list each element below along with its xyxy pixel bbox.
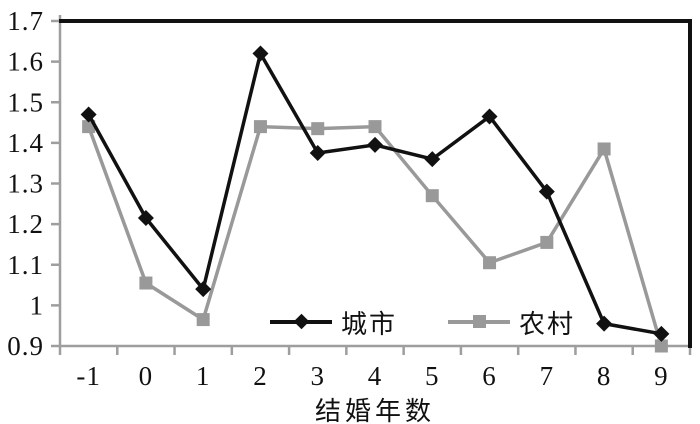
series-city-marker <box>481 108 498 125</box>
y-axis-tick-label: 1.4 <box>7 128 44 158</box>
series-rural-marker <box>311 122 325 136</box>
x-axis-tick-label: 8 <box>597 361 612 391</box>
series-city-marker <box>195 281 212 298</box>
series-city-marker <box>309 145 326 162</box>
series-city-marker <box>424 151 441 168</box>
y-axis-tick-label: 1.1 <box>7 250 44 280</box>
series-rural-marker <box>139 276 153 290</box>
y-axis-tick-label: 1.5 <box>7 87 44 117</box>
series-city-marker <box>653 325 670 342</box>
series-rural-marker <box>368 120 382 134</box>
series-rural-marker <box>597 142 611 156</box>
series-rural-marker <box>540 235 554 249</box>
x-axis-tick-label: 0 <box>139 361 154 391</box>
x-axis-tick-label: 1 <box>196 361 211 391</box>
series-rural-marker <box>654 339 668 353</box>
series-city-marker <box>596 315 613 332</box>
series-rural-marker <box>253 120 267 134</box>
series-city-marker <box>538 183 555 200</box>
series-city-marker <box>80 106 97 123</box>
y-axis-tick-label: 1.7 <box>7 6 44 36</box>
y-axis-tick-label: 1.3 <box>7 169 44 199</box>
x-axis-tick-label: 6 <box>482 361 497 391</box>
x-axis-tick-label: 3 <box>310 361 325 391</box>
x-axis-title: 结婚年数 <box>314 397 435 424</box>
x-axis-tick-label: 2 <box>253 361 268 391</box>
series-rural-marker <box>425 189 439 203</box>
x-axis-tick-label: 5 <box>425 361 440 391</box>
x-axis-tick-label: 4 <box>368 361 383 391</box>
series-rural-marker <box>196 313 210 327</box>
x-axis-tick-label: 7 <box>540 361 555 391</box>
x-axis-tick-label: 9 <box>654 361 669 391</box>
y-axis-tick-label: 1.2 <box>7 209 44 239</box>
series-city-marker <box>367 136 383 153</box>
series-city-marker <box>252 45 269 62</box>
series-rural-marker <box>483 256 497 270</box>
x-axis-tick-label: -1 <box>76 361 101 391</box>
series-rural-line <box>86 124 664 347</box>
y-axis-tick-label: 0.9 <box>7 331 44 361</box>
y-axis-tick-label: 1 <box>30 290 45 320</box>
y-axis-tick-label: 1.6 <box>7 47 44 77</box>
series-city-marker <box>137 210 154 227</box>
